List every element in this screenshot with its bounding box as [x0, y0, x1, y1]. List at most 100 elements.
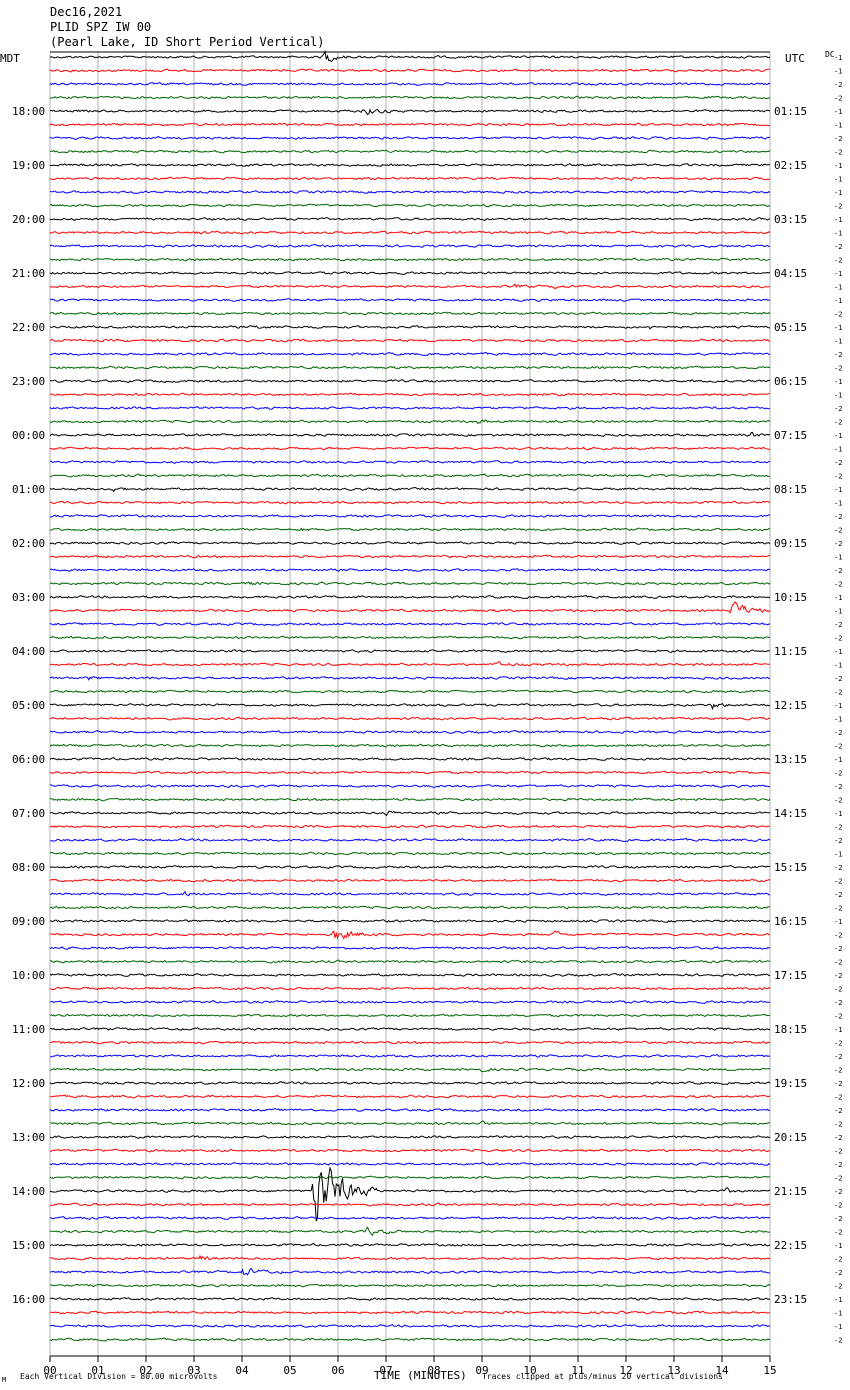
left-hour-labels: 18:00 19:00 20:00 21:00 22:00 23:00 00:00 01:00… [12, 105, 45, 1306]
trace-row-30 [49, 460, 771, 464]
trace-row-3 [49, 95, 771, 100]
seismic-traces [49, 49, 771, 1342]
dc-offset-value: -2 [834, 459, 842, 467]
dc-offset-value: -2 [834, 743, 842, 751]
dc-offset-value: -2 [834, 959, 842, 967]
left-hour-label: 21:00 [12, 267, 45, 280]
dc-offset-value: -2 [834, 81, 842, 89]
dc-offset-value: -2 [834, 1337, 842, 1345]
right-hour-label: 01:15 [774, 105, 807, 118]
trace-row-19 [49, 311, 771, 316]
dc-offset-value: -2 [834, 891, 842, 899]
trace-row-62 [49, 890, 771, 897]
trace-row-66 [49, 946, 771, 950]
trace-row-83 [49, 1175, 771, 1180]
dc-offset-value: -2 [834, 878, 842, 886]
right-hour-label: 21:15 [774, 1185, 807, 1198]
trace-row-25 [49, 392, 771, 397]
right-hour-label: 18:15 [774, 1023, 807, 1036]
left-hour-label: 22:00 [12, 321, 45, 334]
dc-label: DC [825, 50, 835, 59]
right-hour-label: 10:15 [774, 591, 807, 604]
trace-row-68 [49, 972, 771, 977]
trace-row-57 [49, 824, 771, 829]
trace-row-93 [49, 1310, 771, 1315]
trace-row-33 [49, 500, 771, 505]
dc-offset-value: -2 [834, 473, 842, 481]
trace-row-65 [49, 930, 770, 940]
trace-row-26 [49, 406, 770, 410]
dc-offset-value: -1 [834, 851, 842, 859]
dc-offset-value: -2 [834, 1094, 842, 1102]
scale-note: Each Vertical Division = 80.00 microvolt… [20, 1372, 218, 1381]
right-hour-label: 03:15 [774, 213, 807, 226]
dc-offset-value: -1 [834, 122, 842, 130]
dc-offset-value: -1 [834, 486, 842, 494]
dc-offset-value: -1 [834, 500, 842, 508]
x-tick-label: 03 [187, 1364, 200, 1377]
trace-row-21 [49, 338, 771, 343]
x-axis-title: TIME (MINUTES) [374, 1369, 467, 1382]
dc-offset-value: -1 [834, 270, 842, 278]
chart-station: PLID SPZ IW 00 [50, 20, 151, 34]
right-hour-label: 08:15 [774, 483, 807, 496]
dc-offset-value: -1 [834, 1242, 842, 1250]
dc-offset-value: -2 [834, 243, 842, 251]
dc-offset-value: -2 [834, 95, 842, 103]
trace-row-40 [49, 595, 771, 599]
dc-offset-value: -1 [834, 608, 842, 616]
trace-row-53 [49, 770, 771, 775]
trace-row-47 [49, 689, 771, 694]
dc-offset-value: -2 [834, 203, 842, 211]
dc-offset-value: -1 [834, 297, 842, 305]
trace-row-6 [49, 136, 771, 140]
trace-row-54 [49, 784, 771, 788]
dc-offset-value: -1 [834, 284, 842, 292]
dc-offset-value: -1 [834, 702, 842, 710]
dc-offset-value: -2 [834, 149, 842, 157]
x-tick-label: 04 [235, 1364, 249, 1377]
dc-offset-value: -2 [834, 1053, 842, 1061]
dc-offset-value: -2 [834, 1148, 842, 1156]
trace-row-71 [49, 1013, 771, 1018]
x-tick-label: 05 [283, 1364, 296, 1377]
trace-row-51 [49, 743, 771, 748]
dc-offset-value: -2 [834, 1013, 842, 1021]
trace-row-16 [49, 271, 771, 275]
trace-row-55 [49, 797, 771, 802]
left-hour-label: 01:00 [12, 483, 45, 496]
dc-offset-value: -1 [834, 338, 842, 346]
dc-offset-value: -2 [834, 837, 842, 845]
right-hour-label: 22:15 [774, 1239, 807, 1252]
trace-row-27 [49, 419, 771, 425]
x-axis: 00 01 02 03 04 05 06 07 08 09 10 11 12 13 14 15 [43, 1356, 777, 1377]
left-hour-label: 00:00 [12, 429, 45, 442]
dc-offset-value: -2 [834, 1229, 842, 1237]
trace-row-58 [49, 838, 771, 842]
trace-row-90 [49, 1267, 771, 1276]
x-tick-label: 12 [619, 1364, 632, 1377]
trace-row-95 [49, 1337, 771, 1342]
right-hour-label: 17:15 [774, 969, 807, 982]
left-hour-label: 12:00 [12, 1077, 45, 1090]
dc-offset-value: -1 [834, 392, 842, 400]
left-hour-label: 03:00 [12, 591, 45, 604]
trace-row-31 [49, 473, 771, 478]
trace-row-50 [49, 729, 771, 734]
dc-offset-value: -2 [834, 540, 842, 548]
dc-offset-value: -1 [834, 216, 842, 224]
trace-row-82 [49, 1162, 771, 1166]
left-hour-label: 13:00 [12, 1131, 45, 1144]
right-hour-label: 14:15 [774, 807, 807, 820]
trace-row-52 [49, 757, 771, 761]
dc-offset-value: -2 [834, 365, 842, 373]
trace-row-80 [49, 1135, 771, 1139]
trace-row-1 [49, 68, 771, 73]
trace-row-86 [49, 1215, 771, 1220]
dc-offset-value: -1 [834, 648, 842, 656]
dc-offset-value: -2 [834, 797, 842, 805]
right-hour-label: 13:15 [774, 753, 807, 766]
trace-row-23 [49, 365, 771, 370]
dc-offset-value: -2 [834, 783, 842, 791]
left-hour-label: 19:00 [12, 159, 45, 172]
